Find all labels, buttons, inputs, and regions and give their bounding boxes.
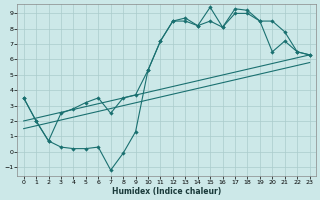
X-axis label: Humidex (Indice chaleur): Humidex (Indice chaleur) — [112, 187, 221, 196]
